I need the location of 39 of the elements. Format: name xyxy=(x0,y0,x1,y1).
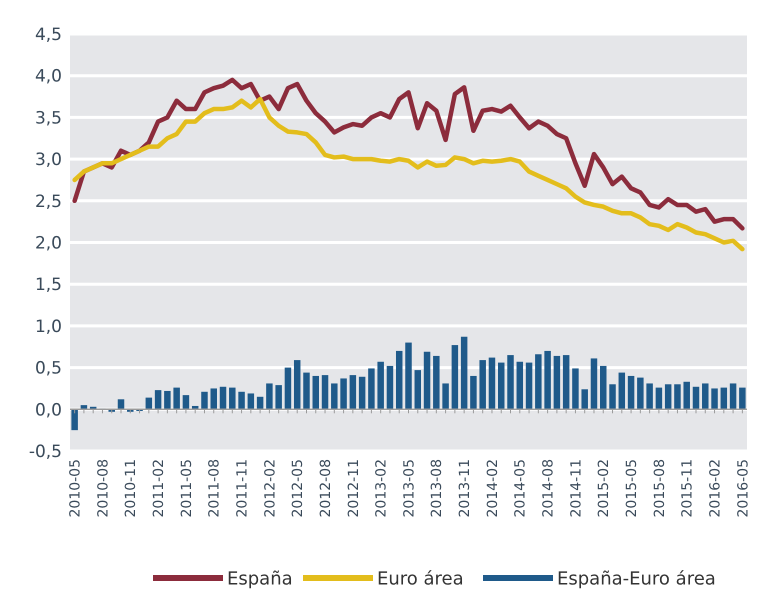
legend-label: España-Euro área xyxy=(557,568,716,590)
x-tick-label: 2014-05 xyxy=(512,459,529,518)
x-tick-label: 2011-08 xyxy=(206,459,223,518)
x-tick-label: 2012-11 xyxy=(346,459,362,518)
y-tick-label: 2,0 xyxy=(34,233,62,254)
x-tick-label: 2013-08 xyxy=(429,459,446,518)
x-tick-label: 2012-08 xyxy=(318,459,334,518)
x-tick-label: 2014-08 xyxy=(540,459,557,518)
y-tick-label: 4,5 xyxy=(34,24,62,45)
x-tick-label: 2015-08 xyxy=(652,459,668,518)
x-tick-label: 2010-08 xyxy=(95,459,112,518)
y-tick-label: 2,5 xyxy=(34,192,62,212)
y-tick-label: 4,0 xyxy=(34,66,62,87)
x-tick-label: 2011-02 xyxy=(151,459,168,518)
x-tick-label: 2016-02 xyxy=(707,459,724,518)
y-tick-label: 3,5 xyxy=(34,108,62,128)
x-tick-label: 2013-05 xyxy=(401,459,418,518)
x-tick-label: 2016-05 xyxy=(735,459,752,518)
x-tick-label: 2012-05 xyxy=(290,459,306,518)
x-tick-label: 2015-02 xyxy=(596,459,612,518)
x-tick-label: 2011-11 xyxy=(234,459,250,518)
x-tick-label: 2010-05 xyxy=(68,459,84,518)
legend-label: España xyxy=(227,568,293,590)
x-tick-label: 2013-11 xyxy=(457,459,474,518)
x-tick-label: 2015-05 xyxy=(624,459,640,518)
x-tick-label: 2013-02 xyxy=(374,459,390,518)
x-tick-label: 2010-11 xyxy=(123,459,140,518)
y-tick-label: 0,5 xyxy=(34,358,62,379)
x-tick-label: 2014-11 xyxy=(568,459,584,518)
y-tick-label: 1,5 xyxy=(34,275,62,296)
x-tick-label: 2012-02 xyxy=(262,459,278,518)
y-tick-label: 3,0 xyxy=(34,150,62,170)
x-tick-label: 2011-05 xyxy=(178,459,195,518)
x-tick-label: 2015-11 xyxy=(680,459,696,518)
y-tick-label: 1,0 xyxy=(34,316,62,337)
legend-label: Euro área xyxy=(377,568,464,590)
y-tick-label: -0,5 xyxy=(28,442,62,462)
x-tick-label: 2014-02 xyxy=(484,459,501,518)
y-tick-label: 0,0 xyxy=(34,400,62,420)
